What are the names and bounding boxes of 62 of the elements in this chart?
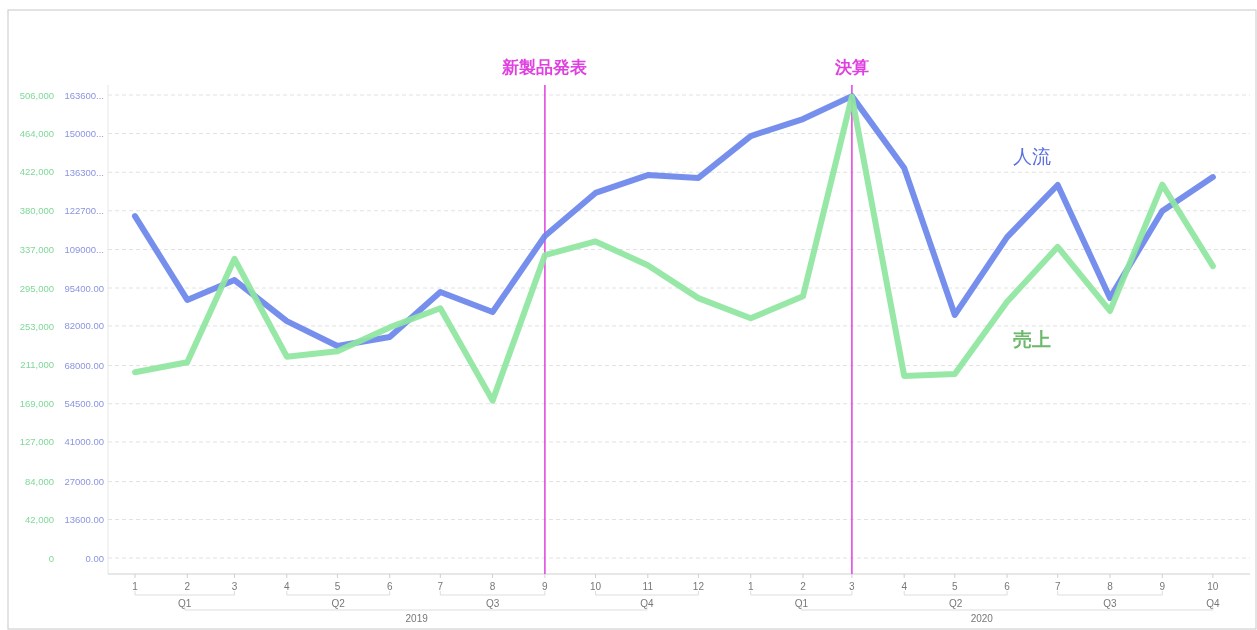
- x-tick-label: 7: [1054, 581, 1061, 592]
- x-tick-label: 6: [1004, 581, 1011, 592]
- y2-tick-label: 422,000: [19, 166, 54, 178]
- y2-tick-label: 464,000: [19, 127, 54, 139]
- ref-line-label: 新製品発表: [501, 58, 589, 77]
- x-tick-label: 6: [386, 581, 393, 592]
- y-tick-label: 136300...: [64, 166, 104, 178]
- text: Q3: [1103, 598, 1118, 609]
- y-tick-label: 27000.00: [64, 476, 104, 488]
- x-tick-label: 1: [747, 581, 754, 592]
- x-tick-label: 3: [231, 581, 238, 592]
- x-tick-label: 2: [184, 581, 191, 592]
- series-label: 人流: [1013, 146, 1052, 168]
- text: Q4: [640, 598, 655, 609]
- y-tick-label: 54500.00: [64, 398, 104, 410]
- x-tick-label: 10: [589, 581, 602, 592]
- x-tick-label: 5: [334, 581, 341, 592]
- text: Q2: [331, 598, 346, 609]
- x-tick-label: 1: [132, 581, 139, 592]
- text: Q1: [794, 598, 809, 609]
- x-tick-label: 4: [901, 581, 908, 592]
- x-tick-label: 5: [952, 581, 959, 592]
- y2-tick-label: 169,000: [19, 397, 54, 409]
- ref-line-label: 決算: [833, 58, 869, 77]
- x-tick-label: 9: [542, 581, 549, 592]
- y-tick-label: 68000.00: [64, 360, 104, 372]
- y2-tick-label: 127,000: [19, 436, 54, 448]
- y-tick-label: 95400.00: [64, 282, 104, 294]
- y-tick-label: 163600...: [64, 89, 104, 101]
- x-tick-label: 10: [1207, 581, 1219, 592]
- text: 2020: [970, 613, 994, 624]
- text: Q2: [948, 598, 963, 609]
- x-tick-label: 3: [849, 581, 856, 592]
- y2-tick-label: 84,000: [24, 475, 54, 487]
- x-tick-label: 12: [692, 581, 705, 592]
- y2-tick-label: 42,000: [24, 514, 54, 526]
- y2-tick-label: 253,000: [19, 321, 54, 332]
- y-tick-label: 13600.00: [64, 514, 104, 526]
- y2-tick-label: 0: [48, 552, 54, 564]
- y-tick-label: 82000.00: [64, 320, 104, 332]
- text: 2019: [405, 613, 429, 624]
- x-tick-label: 2: [800, 581, 807, 592]
- y2-tick-label: 506,000: [19, 89, 54, 101]
- x-tick-label: 9: [1159, 581, 1166, 592]
- y2-tick-label: 211,000: [20, 359, 54, 371]
- y-tick-label: 150000...: [64, 127, 104, 139]
- y-tick-label: 122700...: [64, 205, 104, 217]
- y2-tick-label: 337,000: [19, 244, 54, 256]
- text: Q4: [1206, 598, 1220, 609]
- y2-tick-label: 380,000: [19, 204, 54, 216]
- y-tick-label: 109000...: [64, 244, 104, 256]
- y-tick-label: 41000.00: [64, 436, 104, 448]
- x-tick-label: 7: [437, 581, 444, 592]
- x-tick-label: 4: [284, 581, 291, 592]
- x-tick-label: 11: [642, 581, 654, 592]
- y2-tick-label: 295,000: [19, 282, 54, 294]
- text: Q1: [178, 598, 192, 609]
- x-tick-label: 8: [1107, 581, 1114, 592]
- series-label: 売上: [1013, 329, 1052, 351]
- y-tick-label: 0.00: [85, 552, 104, 564]
- x-tick-label: 8: [489, 581, 496, 592]
- text: Q3: [485, 598, 500, 609]
